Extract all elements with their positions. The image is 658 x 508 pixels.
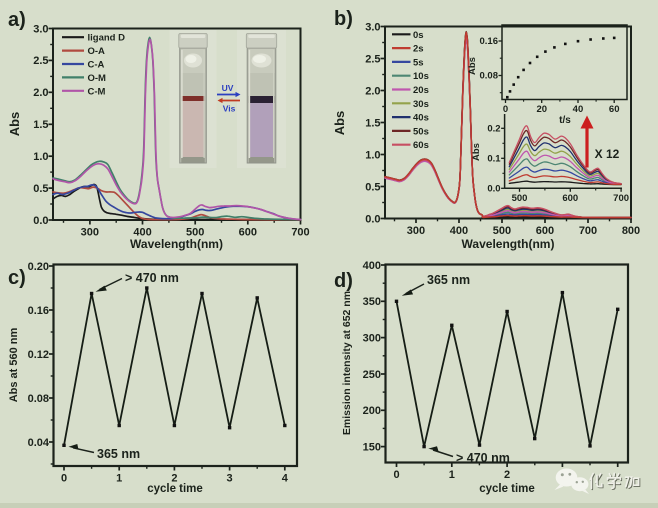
svg-text:Wavelength(nm): Wavelength(nm) — [462, 237, 555, 251]
svg-text:350: 350 — [363, 296, 381, 308]
svg-text:40s: 40s — [413, 113, 429, 124]
svg-text:0.1: 0.1 — [487, 154, 501, 165]
svg-text:700: 700 — [579, 225, 597, 237]
svg-text:1.0: 1.0 — [33, 151, 48, 163]
svg-text:cycle time: cycle time — [147, 483, 203, 495]
svg-text:50s: 50s — [413, 126, 429, 137]
svg-text:X 12: X 12 — [595, 147, 620, 161]
svg-text:0.08: 0.08 — [480, 71, 499, 82]
svg-text:30s: 30s — [413, 99, 429, 110]
svg-text:d): d) — [334, 270, 353, 292]
svg-text:60s: 60s — [413, 140, 429, 151]
svg-text:150: 150 — [363, 441, 381, 453]
svg-text:Abs: Abs — [332, 111, 347, 136]
svg-text:0.16: 0.16 — [28, 305, 49, 317]
svg-text:0.5: 0.5 — [365, 181, 380, 193]
svg-text:c): c) — [8, 267, 26, 289]
svg-text:2.5: 2.5 — [33, 55, 48, 67]
svg-text:365 nm: 365 nm — [427, 273, 470, 287]
svg-text:a): a) — [8, 9, 26, 31]
svg-text:300: 300 — [407, 225, 425, 237]
svg-text:0: 0 — [503, 104, 508, 115]
svg-text:Vis: Vis — [223, 104, 236, 114]
svg-text:2: 2 — [171, 473, 177, 485]
svg-text:500: 500 — [186, 227, 204, 239]
svg-text:200: 200 — [363, 405, 381, 417]
svg-text:0.5: 0.5 — [33, 183, 48, 195]
svg-text:300: 300 — [81, 227, 99, 239]
svg-text:60: 60 — [609, 104, 620, 115]
svg-text:O-M: O-M — [88, 73, 107, 84]
svg-text:500: 500 — [512, 193, 528, 204]
svg-text:10s: 10s — [413, 71, 429, 82]
svg-text:365 nm: 365 nm — [97, 447, 140, 461]
svg-text:0s: 0s — [413, 30, 424, 41]
svg-text:0: 0 — [393, 469, 399, 481]
svg-text:0.0: 0.0 — [365, 213, 380, 225]
svg-text:0.08: 0.08 — [28, 393, 49, 405]
svg-text:Abs: Abs — [467, 57, 478, 75]
svg-text:500: 500 — [493, 225, 511, 237]
svg-text:1.5: 1.5 — [365, 117, 380, 129]
svg-text:0.0: 0.0 — [487, 184, 500, 195]
svg-text:600: 600 — [536, 225, 554, 237]
svg-text:1.0: 1.0 — [365, 149, 380, 161]
svg-text:2: 2 — [504, 469, 510, 481]
svg-text:Abs: Abs — [7, 112, 22, 137]
svg-text:2.5: 2.5 — [365, 53, 380, 65]
svg-text:Wavelength(nm): Wavelength(nm) — [130, 237, 223, 251]
svg-text:3.0: 3.0 — [33, 23, 48, 35]
svg-text:400: 400 — [450, 225, 468, 237]
svg-text:300: 300 — [363, 332, 381, 344]
svg-text:3.0: 3.0 — [365, 21, 380, 33]
svg-text:> 470 nm: > 470 nm — [125, 271, 179, 285]
svg-text:0: 0 — [61, 473, 67, 485]
svg-text:20: 20 — [536, 104, 547, 115]
svg-text:C-A: C-A — [88, 60, 105, 71]
svg-text:5s: 5s — [413, 57, 424, 68]
svg-text:Abs: Abs — [471, 143, 482, 161]
svg-text:800: 800 — [622, 225, 640, 237]
svg-text:2s: 2s — [413, 44, 424, 55]
svg-text:0.04: 0.04 — [28, 437, 50, 449]
svg-text:40: 40 — [573, 104, 584, 115]
svg-text:1: 1 — [116, 473, 122, 485]
svg-text:600: 600 — [239, 227, 257, 239]
svg-text:Abs at 560 nm: Abs at 560 nm — [8, 327, 20, 402]
svg-text:250: 250 — [363, 369, 381, 381]
svg-text:1.5: 1.5 — [33, 119, 48, 131]
svg-text:3: 3 — [227, 473, 233, 485]
svg-text:600: 600 — [562, 193, 578, 204]
svg-text:0.20: 0.20 — [28, 261, 49, 273]
svg-text:20s: 20s — [413, 85, 429, 96]
svg-text:700: 700 — [291, 227, 309, 239]
svg-text:4: 4 — [282, 473, 289, 485]
svg-text:2.0: 2.0 — [365, 85, 380, 97]
svg-text:0.2: 0.2 — [487, 124, 500, 135]
svg-text:UV: UV — [222, 83, 234, 93]
svg-text:1: 1 — [449, 469, 455, 481]
svg-text:2.0: 2.0 — [33, 87, 48, 99]
svg-text:0.0: 0.0 — [33, 215, 48, 227]
svg-text:0.12: 0.12 — [28, 349, 49, 361]
svg-text:O-A: O-A — [88, 46, 106, 57]
svg-text:Emission intensity at 652 nm: Emission intensity at 652 nm — [341, 291, 353, 435]
svg-text:400: 400 — [363, 260, 381, 272]
svg-text:700: 700 — [613, 193, 629, 204]
svg-text:cycle time: cycle time — [479, 483, 535, 495]
svg-text:C-M: C-M — [88, 86, 106, 97]
svg-text:400: 400 — [133, 227, 151, 239]
svg-text:ligand D: ligand D — [88, 33, 126, 44]
svg-text:0.16: 0.16 — [480, 36, 499, 47]
svg-text:b): b) — [334, 8, 353, 30]
svg-text:> 470 nm: > 470 nm — [456, 451, 510, 465]
svg-text:t/s: t/s — [559, 115, 571, 126]
